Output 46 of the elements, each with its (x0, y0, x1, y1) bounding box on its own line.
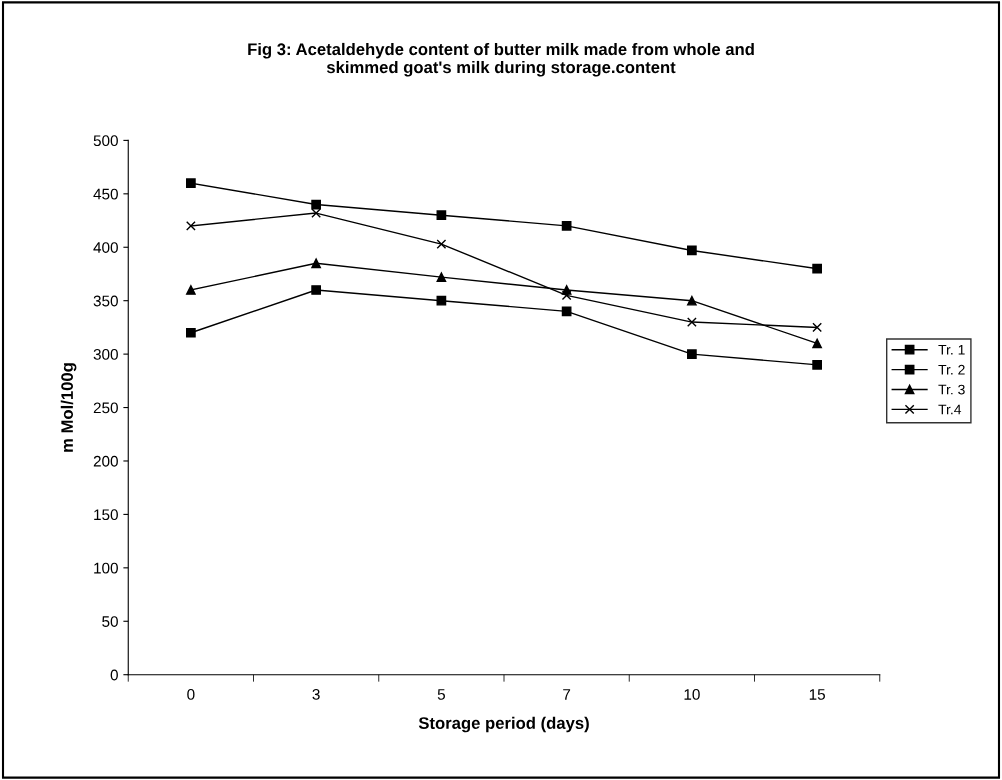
point (687, 317, 697, 327)
point (812, 322, 822, 333)
point (311, 199, 321, 210)
point (812, 338, 822, 349)
point (812, 359, 822, 370)
x-axis-title: Storage period (days) (418, 716, 589, 733)
point (436, 295, 447, 306)
point (186, 327, 196, 338)
legend-label: Tr. 1 (938, 345, 965, 355)
point (436, 210, 447, 221)
point (687, 349, 697, 359)
y-tick-label: 200 (93, 455, 118, 467)
point (561, 290, 572, 301)
point (687, 245, 697, 256)
legend-label: Tr. 3 (938, 384, 965, 395)
y-tick-label: 300 (93, 348, 118, 360)
point (186, 178, 196, 189)
y-tick-label: 400 (93, 242, 118, 253)
y-tick-label: 350 (93, 295, 118, 307)
point (812, 263, 822, 274)
point (561, 221, 572, 231)
point (186, 285, 196, 295)
y-tick-label: 50 (102, 616, 118, 627)
point (311, 285, 321, 295)
chart-title: Fig 3: Acetaldehyde content of butter milk made from whole and skimmed goat's milk during storage.content (248, 42, 754, 77)
y-axis-title: m Mol/100g (60, 363, 77, 452)
point (311, 258, 321, 269)
x-tick-label: 3 (312, 688, 320, 700)
point (186, 221, 196, 231)
x-tick-label: 0 (187, 688, 195, 700)
legend-label: Tr. 2 (938, 364, 965, 375)
point (687, 295, 697, 306)
y-tick-label: 100 (94, 562, 118, 574)
x-tick-label: 5 (437, 689, 445, 700)
y-tick-label: 250 (93, 402, 118, 414)
y-tick-label: 450 (93, 188, 118, 200)
y-tick-label: 150 (94, 509, 118, 521)
x-tick-label: 10 (684, 688, 700, 700)
point (436, 272, 447, 283)
point (436, 239, 447, 249)
x-tick-label: 15 (809, 689, 825, 700)
point (311, 208, 321, 218)
x-tick-label: 7 (563, 689, 571, 700)
legend-label: Tr.4 (938, 404, 962, 415)
y-tick-label: 0 (110, 669, 118, 681)
y-tick-label: 500 (93, 135, 118, 147)
